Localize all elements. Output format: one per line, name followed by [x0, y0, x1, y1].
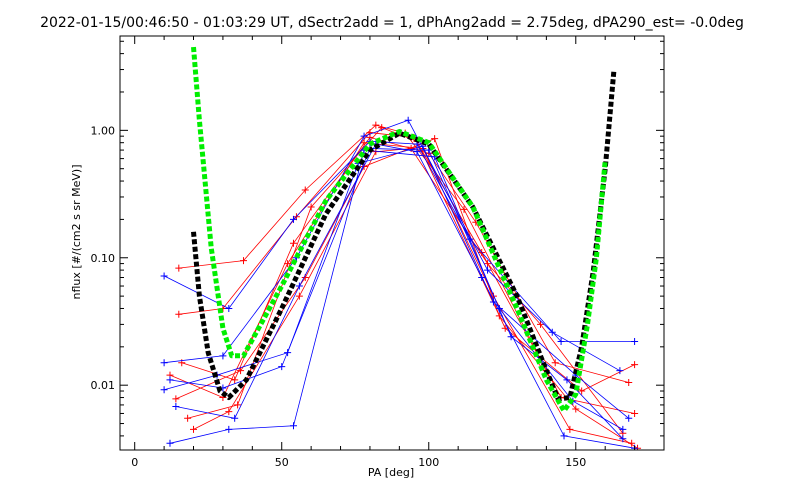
data-point-marker	[478, 274, 486, 282]
y-tick-label: 1.00	[91, 124, 116, 137]
data-point-marker	[619, 435, 627, 443]
data-point-marker	[484, 266, 492, 274]
series-line	[163, 140, 635, 343]
data-point-marker	[307, 203, 315, 211]
data-point-marker	[619, 425, 627, 433]
data-point-marker	[572, 405, 580, 413]
data-point-marker	[631, 338, 639, 346]
data-point-marker	[184, 414, 192, 422]
data-point-marker	[225, 304, 233, 312]
data-point-marker	[289, 239, 297, 247]
series-line	[175, 143, 635, 449]
data-point-marker	[225, 425, 233, 433]
data-point-marker	[219, 352, 227, 360]
data-point-marker	[295, 292, 303, 300]
data-point-marker	[231, 376, 239, 384]
data-point-marker	[295, 282, 303, 290]
fit-curve-green	[191, 46, 608, 414]
series-12	[172, 140, 639, 450]
data-point-marker	[557, 338, 565, 346]
data-point-marker	[234, 401, 242, 409]
y-tick-label: 0.10	[91, 252, 116, 265]
data-point-marker	[278, 363, 286, 371]
data-point-marker	[404, 116, 412, 124]
series-2	[175, 129, 639, 417]
data-point-marker	[301, 186, 309, 194]
y-axis-label: nflux [#/(cm2 s sr MeV)]	[70, 165, 83, 300]
x-tick-label: 0	[131, 456, 138, 469]
data-point-marker	[631, 409, 639, 417]
series-8	[160, 137, 639, 346]
x-tick-label: 150	[565, 456, 586, 469]
series-line	[193, 148, 624, 434]
data-point-marker	[172, 395, 180, 403]
data-point-marker	[431, 135, 439, 143]
fit-curve-black	[191, 69, 617, 402]
x-tick-label: 50	[275, 456, 289, 469]
data-point-marker	[175, 264, 183, 272]
data-point-marker	[536, 320, 544, 328]
data-point-marker	[548, 328, 556, 336]
series-9	[160, 116, 624, 375]
data-point-marker	[237, 367, 245, 375]
y-tick-label: 0.01	[91, 379, 116, 392]
data-point-marker	[172, 403, 180, 411]
data-point-marker	[578, 387, 586, 395]
data-point-marker	[190, 425, 198, 433]
series-line	[169, 142, 632, 444]
series-line	[169, 148, 623, 430]
series-line	[178, 132, 635, 414]
data-point-marker	[560, 432, 568, 440]
data-point-marker	[484, 260, 492, 268]
data-point-marker	[289, 422, 297, 430]
data-point-marker	[460, 205, 468, 213]
series-6	[190, 145, 627, 437]
series-3	[166, 139, 636, 447]
data-point-marker	[166, 376, 174, 384]
data-point-marker	[289, 215, 297, 223]
data-point-marker	[625, 414, 633, 422]
axes: 0 50 100 150 0.01 0.10 1.00	[91, 35, 665, 469]
data-point-marker	[495, 304, 503, 312]
data-point-marker	[166, 439, 174, 447]
data-point-marker	[372, 121, 380, 129]
plot-area	[160, 46, 642, 450]
data-point-marker	[551, 359, 559, 367]
x-axis-label: PA [deg]	[368, 466, 414, 479]
data-point-marker	[160, 359, 168, 367]
data-point-marker	[566, 425, 574, 433]
data-point-marker	[231, 414, 239, 422]
data-point-marker	[160, 272, 168, 280]
data-point-marker	[175, 310, 183, 318]
data-point-marker	[631, 361, 639, 369]
data-point-marker	[225, 408, 233, 416]
plot-frame	[119, 35, 665, 451]
data-point-marker	[160, 386, 168, 394]
series-line	[164, 119, 621, 372]
chart-title: 2022-01-15/00:46:50 - 01:03:29 UT, dSect…	[40, 15, 744, 31]
data-point-marker	[240, 257, 248, 265]
series-line	[169, 149, 624, 444]
x-tick-label: 100	[418, 456, 439, 469]
data-point-marker	[563, 376, 571, 384]
data-point-marker	[413, 148, 421, 156]
series-11	[166, 146, 627, 447]
data-point-marker	[625, 378, 633, 386]
series-line	[163, 145, 629, 419]
data-point-marker	[360, 132, 368, 140]
data-point-marker	[616, 367, 624, 375]
